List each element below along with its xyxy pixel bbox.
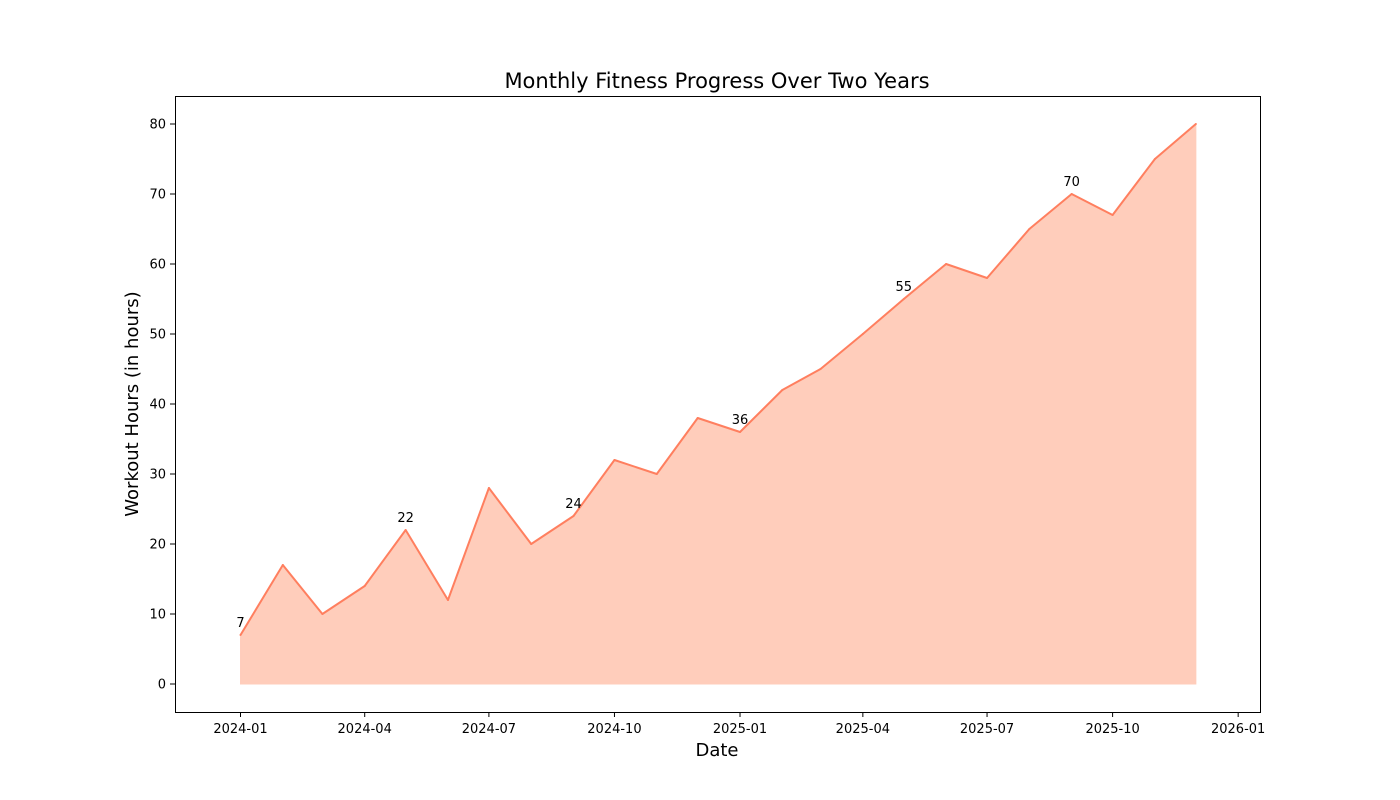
x-tick-label: 2025-10 xyxy=(1085,722,1139,737)
plot-area xyxy=(239,122,1197,685)
data-point xyxy=(1153,158,1156,160)
data-point xyxy=(487,487,490,489)
data-label: 36 xyxy=(732,413,749,428)
chart-title: Monthly Fitness Progress Over Two Years xyxy=(504,69,929,93)
x-tick-label: 2025-04 xyxy=(836,722,890,737)
data-point xyxy=(739,431,742,433)
data-point xyxy=(281,564,284,566)
data-point xyxy=(1111,214,1114,216)
x-tick-label: 2024-07 xyxy=(462,722,516,737)
data-point xyxy=(819,368,822,370)
y-tick-label: 40 xyxy=(149,398,166,413)
data-point xyxy=(696,417,699,419)
x-tick-label: 2025-07 xyxy=(960,722,1014,737)
data-label: 70 xyxy=(1063,175,1080,190)
data-point xyxy=(861,333,864,335)
data-point xyxy=(446,599,449,601)
x-tick-label: 2026-01 xyxy=(1211,722,1265,737)
y-axis-label: Workout Hours (in hours) xyxy=(122,291,143,516)
x-tick-label: 2025-01 xyxy=(713,722,767,737)
data-point xyxy=(239,634,242,636)
plot-frame xyxy=(175,96,1261,713)
data-point xyxy=(1194,123,1197,125)
data-point xyxy=(902,298,905,300)
y-axis: 0 10 20 30 40 50 60 70 80 xyxy=(149,118,175,693)
y-tick-label: 60 xyxy=(149,258,166,273)
area-fill xyxy=(240,122,1197,685)
data-point xyxy=(781,389,784,391)
y-tick-label: 0 xyxy=(158,678,166,693)
y-tick-label: 80 xyxy=(149,118,166,133)
y-tick-label: 30 xyxy=(149,468,166,483)
data-label: 7 xyxy=(236,616,244,631)
x-tick-label: 2024-04 xyxy=(338,722,392,737)
y-tick-label: 50 xyxy=(149,328,166,343)
data-label: 22 xyxy=(397,511,414,526)
y-tick-label: 70 xyxy=(149,188,166,203)
data-point xyxy=(530,543,533,545)
x-tick-label: 2024-10 xyxy=(587,722,641,737)
data-point xyxy=(321,613,324,615)
x-axis-label: Date xyxy=(695,740,738,761)
data-point xyxy=(572,515,575,517)
x-tick-label: 2024-01 xyxy=(213,722,267,737)
data-point xyxy=(1028,228,1031,230)
series-line xyxy=(239,123,1197,636)
data-point xyxy=(945,263,948,265)
data-labels: 7 22 24 36 55 70 xyxy=(236,175,1080,631)
y-tick-label: 20 xyxy=(149,538,166,553)
data-point xyxy=(404,529,407,531)
data-label: 24 xyxy=(565,497,582,512)
y-tick-label: 10 xyxy=(149,608,166,623)
data-point xyxy=(1070,193,1073,195)
data-point xyxy=(613,459,616,461)
data-point xyxy=(655,473,658,475)
data-point xyxy=(986,277,989,279)
x-axis: 2024-01 2024-04 2024-07 2024-10 2025-01 2025-… xyxy=(213,712,1265,737)
data-point xyxy=(363,585,366,587)
data-label: 55 xyxy=(896,280,913,295)
